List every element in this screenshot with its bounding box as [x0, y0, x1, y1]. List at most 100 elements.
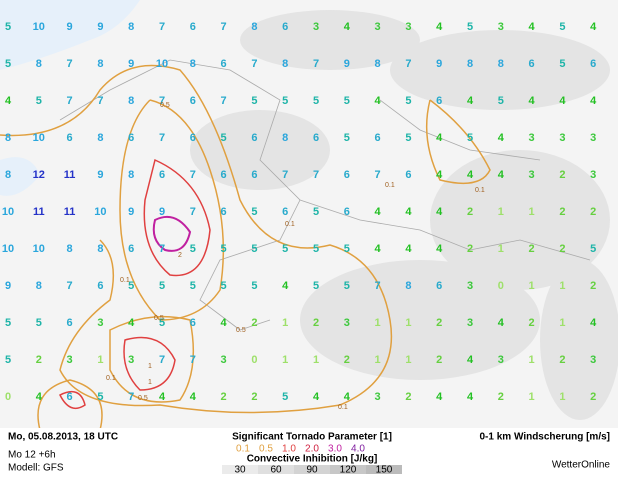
- grid-value: 4: [590, 21, 597, 33]
- grid-value: 7: [128, 391, 134, 403]
- grid-value: 5: [498, 95, 504, 107]
- grid-value: 6: [190, 95, 196, 107]
- grid-value: 7: [97, 95, 103, 107]
- grid-value: 6: [405, 169, 411, 181]
- grid-value: 4: [467, 354, 474, 366]
- grid-value: 4: [221, 317, 228, 329]
- stp-level: 0.1: [236, 444, 250, 455]
- grid-value: 8: [97, 58, 103, 70]
- grid-value: 6: [159, 169, 165, 181]
- grid-value: 8: [498, 58, 504, 70]
- grid-value: 7: [313, 169, 319, 181]
- grid-value: 4: [375, 95, 382, 107]
- grid-value: 8: [467, 58, 473, 70]
- grid-value: 6: [97, 280, 103, 292]
- model: Modell: GFS: [8, 463, 64, 474]
- grid-value: 3: [498, 354, 504, 366]
- grid-value: 10: [33, 132, 45, 144]
- grid-value: 8: [97, 132, 103, 144]
- grid-value: 2: [529, 243, 535, 255]
- grid-value: 2: [559, 206, 565, 218]
- grid-value: 0: [498, 280, 504, 292]
- grid-value: 5: [251, 280, 257, 292]
- grid-value: 3: [590, 354, 596, 366]
- grid-value: 5: [559, 21, 565, 33]
- grid-value: 10: [156, 58, 168, 70]
- contour-label: 0.1: [475, 187, 485, 194]
- grid-value: 7: [159, 354, 165, 366]
- grid-value: 2: [436, 354, 442, 366]
- grid-value: 2: [313, 317, 319, 329]
- grid-value: 4: [436, 206, 443, 218]
- grid-value: 2: [251, 317, 257, 329]
- grid-value: 5: [467, 132, 473, 144]
- grid-value: 3: [590, 132, 596, 144]
- grid-value: 8: [190, 58, 196, 70]
- contour-01: [0, 64, 491, 431]
- grid-value: 8: [282, 58, 288, 70]
- grid-value: 8: [405, 280, 411, 292]
- grid-value: 5: [313, 206, 319, 218]
- grid-value: 5: [221, 132, 227, 144]
- grid-value: 6: [221, 206, 227, 218]
- grid-value: 1: [559, 391, 565, 403]
- grid-value: 4: [467, 391, 474, 403]
- grid-value: 5: [405, 95, 411, 107]
- grid-value: 3: [67, 354, 73, 366]
- grid-value: 3: [313, 21, 319, 33]
- grid-value: 2: [590, 206, 596, 218]
- grid-value: 6: [221, 169, 227, 181]
- grid-value: 10: [33, 243, 45, 255]
- grid-value: 3: [467, 317, 473, 329]
- contour-label: 1: [148, 363, 152, 370]
- grid-value: 3: [128, 354, 134, 366]
- grid-value: 2: [221, 391, 227, 403]
- grid-value: 9: [5, 280, 11, 292]
- grid-value: 4: [498, 169, 505, 181]
- grid-value: 4: [344, 391, 351, 403]
- grid-value: 4: [36, 391, 43, 403]
- grid-value: 7: [251, 58, 257, 70]
- grid-value: 7: [282, 169, 288, 181]
- grid-value: 9: [159, 206, 165, 218]
- cin-swatch: [222, 465, 258, 474]
- grid-value: 6: [590, 58, 596, 70]
- grid-value: 3: [344, 317, 350, 329]
- grid-value: 9: [97, 169, 103, 181]
- grid-value: 3: [467, 280, 473, 292]
- grid-value: 6: [190, 132, 196, 144]
- grid-value: 3: [529, 132, 535, 144]
- grid-value: 5: [190, 243, 196, 255]
- grid-value: 4: [590, 95, 597, 107]
- grid-value: 6: [375, 132, 381, 144]
- grid-value: 5: [313, 280, 319, 292]
- grid-value: 8: [375, 58, 381, 70]
- grid-value: 5: [5, 21, 11, 33]
- grid-value: 3: [529, 169, 535, 181]
- grid-value: 4: [436, 391, 443, 403]
- grid-value: 7: [67, 95, 73, 107]
- cin-swatch: [366, 465, 402, 474]
- stp-level: 2.0: [305, 444, 319, 455]
- grid-value: 3: [375, 391, 381, 403]
- grid-value: 11: [64, 206, 76, 218]
- grid-value: 5: [405, 132, 411, 144]
- grid-value: 6: [529, 58, 535, 70]
- grid-value: 6: [128, 243, 134, 255]
- grid-value: 3: [498, 21, 504, 33]
- grid-value: 11: [64, 169, 76, 181]
- clouds: [190, 10, 618, 420]
- cin-swatch: [294, 465, 330, 474]
- grid-value: 7: [159, 95, 165, 107]
- grid-value: 5: [5, 58, 11, 70]
- grid-value: 4: [405, 206, 412, 218]
- grid-value: 2: [344, 354, 350, 366]
- grid-value: 7: [159, 243, 165, 255]
- grid-value: 7: [67, 58, 73, 70]
- grid-value: 4: [128, 317, 135, 329]
- grid-value: 4: [190, 391, 197, 403]
- contour-05: [109, 99, 225, 403]
- grid-value: 7: [190, 169, 196, 181]
- grid-value: 2: [529, 317, 535, 329]
- grid-value: 1: [313, 354, 319, 366]
